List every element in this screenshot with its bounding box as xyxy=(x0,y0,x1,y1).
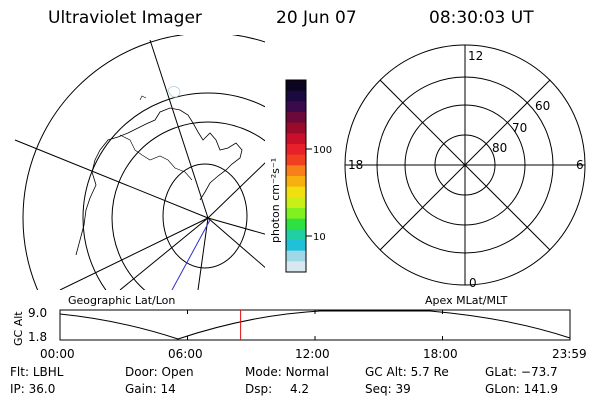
mlt-line xyxy=(379,79,551,251)
colorbar-cell xyxy=(286,240,306,252)
colorbar-cell xyxy=(286,154,306,166)
mlat-label-80: 80 xyxy=(492,141,507,155)
instrument-title: Ultraviolet Imager xyxy=(48,8,202,28)
colorbar-cell xyxy=(286,261,306,273)
colorbar-tick-label: 100 xyxy=(313,145,332,156)
colorbar-tick-label: 10 xyxy=(313,232,326,243)
latitude-circle-outer xyxy=(22,35,265,290)
colorbar-cell xyxy=(286,186,306,198)
mlt-label-18: 18 xyxy=(348,158,363,172)
status-dsp: Dsp: 4.2 xyxy=(245,382,310,396)
status-ip: IP: 36.0 xyxy=(10,382,56,396)
colorbar-cell xyxy=(286,144,306,156)
coastline xyxy=(75,149,101,256)
timeline-y-axis-label: GC Alt xyxy=(12,311,25,346)
meridian-line xyxy=(197,217,209,290)
timeline-y-tick: 9.0 xyxy=(28,306,47,320)
status-door: Door: Open xyxy=(125,365,194,379)
meridian-line xyxy=(14,139,209,219)
apex-polar-grid xyxy=(344,44,586,286)
status-gc-alt: GC Alt: 5.7 Re xyxy=(365,365,449,379)
coastline xyxy=(99,107,243,201)
coastline xyxy=(139,95,147,101)
status-seq: Seq: 39 xyxy=(365,382,411,396)
mlt-label-12: 12 xyxy=(468,49,483,63)
timeline-x-tick: 06:00 xyxy=(168,347,203,361)
geographic-map xyxy=(14,35,265,290)
status-mode: Mode: Normal xyxy=(245,365,329,379)
coastline xyxy=(119,134,193,181)
colorbar: 100 10 photon cm⁻²s⁻¹ xyxy=(269,79,332,273)
colorbar-cell xyxy=(286,229,306,241)
timeline-x-tick: 12:00 xyxy=(295,347,330,361)
observation-date: 20 Jun 07 xyxy=(276,8,357,28)
meridian-line xyxy=(119,217,209,290)
colorbar-cell xyxy=(286,112,306,124)
geographic-panel-label: Geographic Lat/Lon xyxy=(68,294,175,307)
orbit-track xyxy=(171,219,211,290)
mlt-label-0: 0 xyxy=(469,276,477,290)
mlat-label-70: 70 xyxy=(512,121,527,135)
status-gain: Gain: 14 xyxy=(125,382,176,396)
colorbar-cell xyxy=(286,101,306,113)
timeline-x-tick: 18:00 xyxy=(423,347,458,361)
latitude-circle-inner xyxy=(111,121,265,290)
meridian-line xyxy=(207,217,265,269)
observation-time: 08:30:03 UT xyxy=(429,8,534,28)
timeline-y-tick: 1.8 xyxy=(28,330,47,344)
status-glon: GLon: 141.9 xyxy=(485,382,558,396)
view-ellipse xyxy=(162,163,248,269)
colorbar-cell xyxy=(286,197,306,209)
colorbar-cell xyxy=(286,90,306,102)
meridian-line xyxy=(207,162,265,219)
colorbar-cell xyxy=(286,80,306,92)
colorbar-cell xyxy=(286,208,306,220)
altitude-curve xyxy=(59,310,571,340)
colorbar-cell xyxy=(286,133,306,145)
colorbar-cell xyxy=(286,122,306,134)
latitude-circle-mid xyxy=(82,92,265,290)
timeline-x-tick: 23:59 xyxy=(552,347,587,361)
meridian-line xyxy=(149,39,209,219)
colorbar-cell xyxy=(286,176,306,188)
colorbar-cell xyxy=(286,218,306,230)
apex-panel-label: Apex MLat/MLT xyxy=(425,294,508,307)
meridian-line xyxy=(207,217,265,235)
meridian-line xyxy=(59,217,209,290)
mlt-label-6: 6 xyxy=(576,158,584,172)
altitude-timeline: GC Alt 9.0 1.8 xyxy=(12,306,571,346)
colorbar-axis-label: photon cm⁻²s⁻¹ xyxy=(269,158,282,243)
cloud-feature xyxy=(167,86,181,98)
mlat-label-60: 60 xyxy=(535,99,550,113)
timeline-x-tick: 00:00 xyxy=(40,347,75,361)
status-filter: Flt: LBHL xyxy=(10,365,64,379)
status-glat: GLat: −73.7 xyxy=(485,365,558,379)
colorbar-cell xyxy=(286,165,306,177)
colorbar-cell xyxy=(286,250,306,262)
